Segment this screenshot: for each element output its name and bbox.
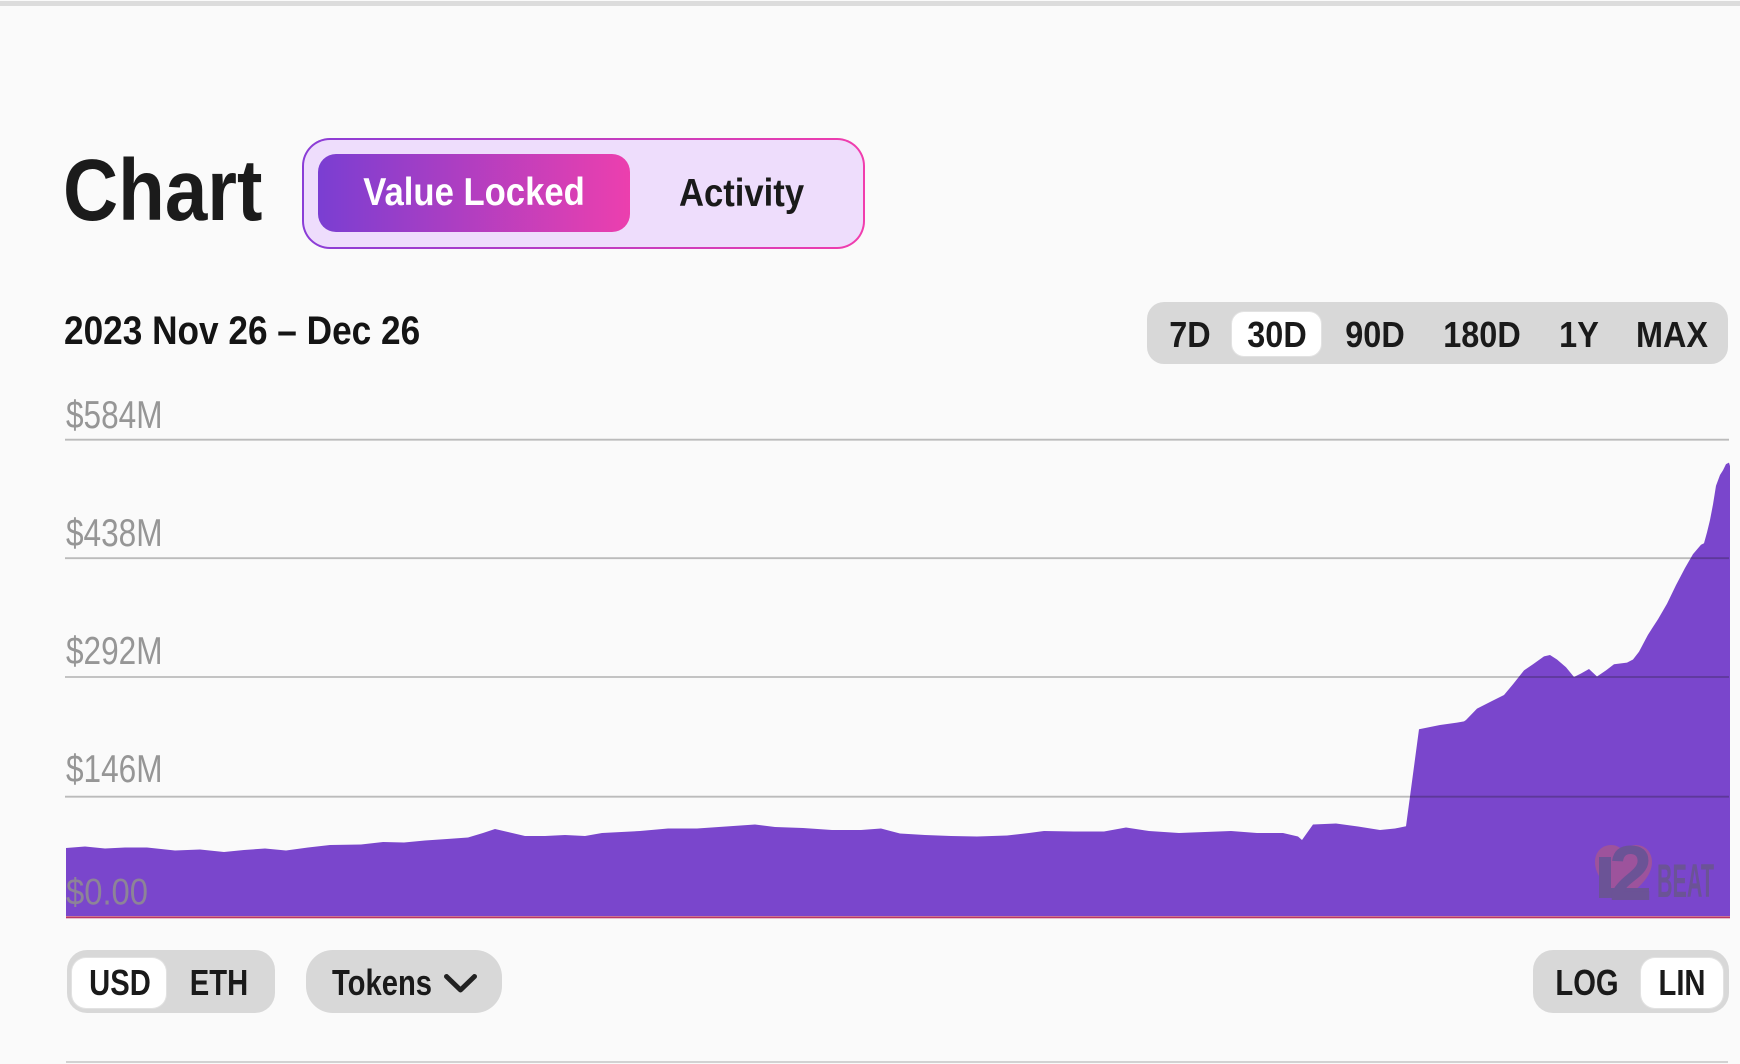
svg-text:2: 2 (1609, 829, 1652, 917)
svg-text:BEAT: BEAT (1657, 854, 1714, 907)
svg-text:$0.00: $0.00 (66, 872, 148, 913)
